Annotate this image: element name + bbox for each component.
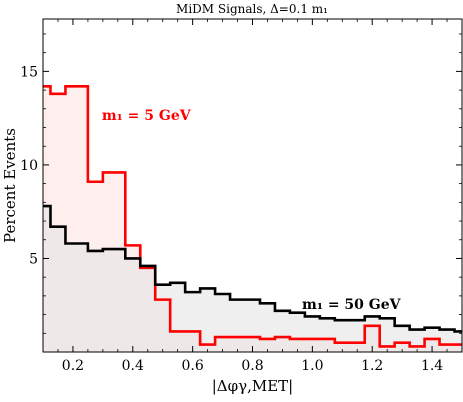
series-1-fill: [43, 206, 462, 352]
series-0-line: [43, 85, 462, 348]
chart-title: MiDM Signals, Δ=0.1 m₁: [176, 2, 328, 16]
y-axis-label: Percent Events: [1, 128, 19, 243]
x-tick-label: 1.4: [421, 358, 443, 374]
series-layer: [43, 85, 462, 352]
annotation-1: m₁ = 50 GeV: [302, 297, 402, 313]
x-axis-label: |Δφγ,MET|: [212, 377, 294, 395]
x-tick-label: 0.2: [62, 358, 84, 374]
x-axis: 0.2 0.4 0.6 0.8 1.0 1.2 1.4: [57, 19, 448, 374]
y-tick-label: 5: [29, 251, 38, 267]
y-tick-label: 10: [20, 158, 38, 174]
x-tick-label: 1.2: [361, 358, 383, 374]
annotation-layer: m₁ = 5 GeV m₁ = 50 GeV: [102, 108, 402, 313]
y-tick-label: 15: [20, 64, 38, 80]
y-axis: 5 10 15: [20, 33, 462, 334]
x-tick-label: 0.8: [241, 358, 263, 374]
x-tick-label: 0.4: [122, 358, 144, 374]
annotation-0: m₁ = 5 GeV: [102, 108, 192, 124]
series-1-line: [43, 204, 462, 333]
x-tick-label: 1.0: [301, 358, 323, 374]
x-tick-label: 0.6: [182, 358, 204, 374]
